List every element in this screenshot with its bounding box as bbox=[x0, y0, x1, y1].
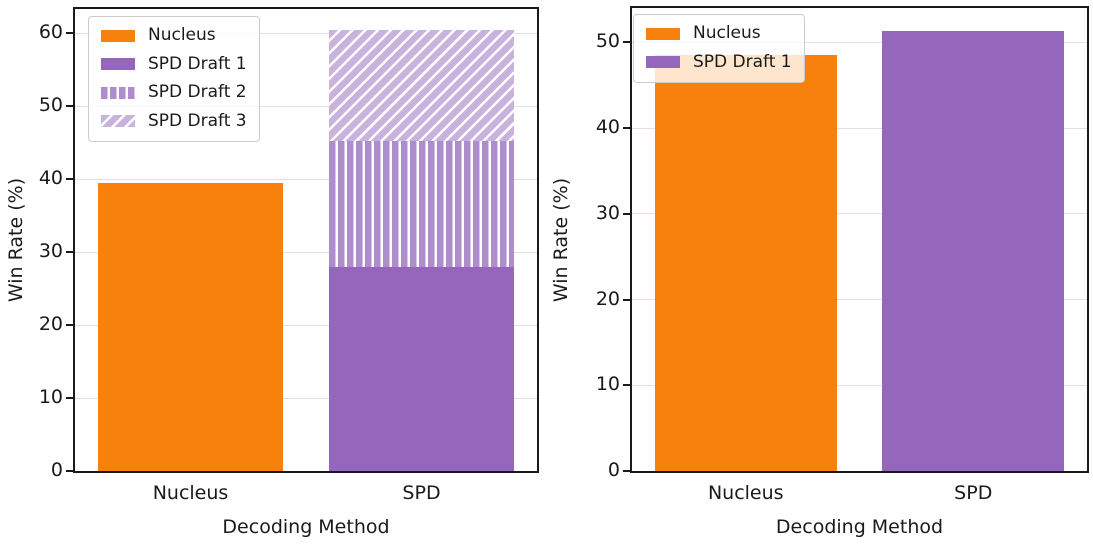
x-tick-label: SPD bbox=[954, 482, 993, 504]
gridline bbox=[75, 397, 537, 399]
bar-segment-purple-diagonal-hatch bbox=[329, 30, 514, 142]
y-tick-label: 50 bbox=[595, 30, 620, 53]
y-tick-label: 50 bbox=[38, 94, 63, 117]
y-tick-label: 30 bbox=[595, 201, 620, 224]
y-tick-label: 20 bbox=[595, 287, 620, 310]
bar-segment-purple-vertical-hatch bbox=[329, 141, 514, 268]
y-tick-label: 10 bbox=[595, 373, 620, 396]
y-tick-mark bbox=[623, 298, 632, 301]
gridline bbox=[632, 41, 1087, 43]
x-tick-label: SPD bbox=[402, 482, 441, 504]
y-tick-label: 0 bbox=[50, 459, 63, 481]
gridline bbox=[75, 251, 537, 253]
legend-item: SPD Draft 3 bbox=[101, 110, 247, 132]
y-tick-mark bbox=[66, 32, 75, 35]
legend-label: Nucleus bbox=[693, 23, 761, 43]
y-tick-mark bbox=[66, 397, 75, 399]
y-tick-mark bbox=[66, 105, 75, 108]
y-tick-mark bbox=[623, 212, 632, 215]
y-tick-label: 0 bbox=[607, 459, 620, 481]
gridline bbox=[75, 32, 537, 34]
legend: Nucleus SPD Draft 1 bbox=[633, 14, 805, 84]
y-tick-label: 40 bbox=[595, 116, 620, 139]
gridline bbox=[75, 178, 537, 180]
y-tick-mark bbox=[66, 470, 75, 472]
legend-swatch-purple-vertical-hatch bbox=[101, 86, 135, 99]
legend-swatch-purple-diagonal-hatch bbox=[101, 115, 135, 128]
y-tick-mark bbox=[623, 470, 632, 472]
x-tick-label: Nucleus bbox=[707, 482, 784, 504]
legend-label: SPD Draft 3 bbox=[148, 110, 247, 131]
gridline bbox=[75, 105, 537, 107]
y-tick-mark bbox=[66, 251, 75, 254]
legend: Nucleus SPD Draft 1 SPD Draft 2 SPD Draft 3 bbox=[88, 16, 260, 143]
legend-label: SPD Draft 1 bbox=[148, 53, 247, 74]
legend-swatch-orange-solid bbox=[646, 27, 680, 40]
bar-segment-orange-solid bbox=[98, 183, 283, 471]
bar-segment-purple-solid bbox=[882, 31, 1064, 471]
legend-label: SPD Draft 1 bbox=[693, 51, 792, 72]
y-tick-label: 20 bbox=[38, 313, 63, 336]
y-tick-label: 40 bbox=[38, 167, 63, 190]
y-tick-label: 60 bbox=[38, 21, 63, 44]
gridline bbox=[632, 299, 1087, 301]
y-tick-label: 10 bbox=[38, 386, 63, 408]
gridline bbox=[632, 384, 1087, 386]
y-tick-mark bbox=[66, 324, 75, 327]
legend-swatch-orange-solid bbox=[101, 29, 135, 42]
x-tick-label: Nucleus bbox=[152, 482, 229, 504]
legend-swatch-purple-solid bbox=[101, 58, 135, 71]
legend-item: SPD Draft 2 bbox=[101, 83, 247, 103]
y-tick-label: 30 bbox=[38, 240, 63, 263]
bar-segment-purple-solid bbox=[329, 267, 514, 471]
gridline bbox=[75, 324, 537, 326]
legend-label: Nucleus bbox=[148, 25, 216, 45]
gridline bbox=[632, 127, 1087, 129]
legend-swatch-purple-solid bbox=[646, 56, 680, 69]
y-tick-mark bbox=[623, 384, 632, 387]
left-x-axis-label: Decoding Method bbox=[222, 516, 390, 538]
legend-item: Nucleus bbox=[646, 23, 792, 44]
legend-item: SPD Draft 1 bbox=[101, 53, 247, 75]
legend-label: SPD Draft 2 bbox=[148, 82, 247, 103]
legend-item: SPD Draft 1 bbox=[646, 51, 792, 73]
y-tick-mark bbox=[66, 178, 75, 181]
y-tick-mark bbox=[623, 127, 632, 130]
right-x-axis-label: Decoding Method bbox=[775, 516, 944, 538]
gridline bbox=[632, 213, 1087, 215]
y-tick-mark bbox=[623, 41, 632, 44]
bar-segment-orange-solid bbox=[655, 55, 837, 471]
legend-item: Nucleus bbox=[101, 25, 247, 46]
